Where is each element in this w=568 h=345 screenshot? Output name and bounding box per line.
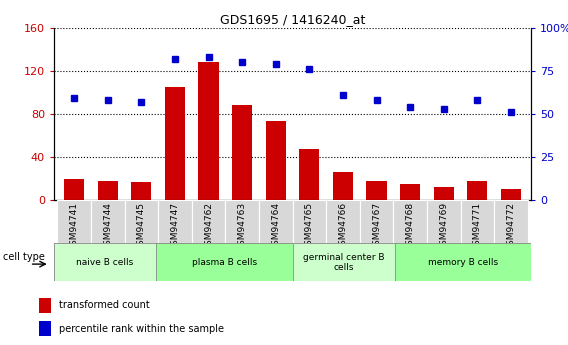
Text: transformed count: transformed count — [59, 300, 150, 310]
Text: GSM94763: GSM94763 — [237, 202, 247, 252]
Bar — [461, 200, 494, 243]
Bar — [299, 149, 319, 200]
Text: GSM94764: GSM94764 — [272, 202, 280, 251]
Bar — [293, 243, 395, 281]
Bar — [433, 187, 454, 200]
Bar — [232, 105, 252, 200]
Text: GSM94762: GSM94762 — [204, 202, 213, 251]
Bar — [366, 181, 387, 200]
Text: GSM94745: GSM94745 — [137, 202, 146, 251]
Bar — [360, 200, 393, 243]
Bar — [39, 297, 52, 313]
Bar — [467, 181, 487, 200]
Bar — [57, 200, 91, 243]
Text: GSM94747: GSM94747 — [170, 202, 179, 251]
Bar — [225, 200, 259, 243]
Bar — [259, 200, 293, 243]
Bar — [91, 200, 124, 243]
Bar — [293, 200, 326, 243]
Text: germinal center B
cells: germinal center B cells — [303, 253, 385, 272]
Bar — [266, 121, 286, 200]
Bar — [501, 189, 521, 200]
Bar — [427, 200, 461, 243]
Text: GSM94744: GSM94744 — [103, 202, 112, 251]
Text: percentile rank within the sample: percentile rank within the sample — [59, 324, 224, 334]
Bar — [165, 87, 185, 200]
Bar — [192, 200, 225, 243]
Bar — [333, 172, 353, 200]
Bar — [326, 200, 360, 243]
Bar — [158, 200, 192, 243]
Bar — [124, 200, 158, 243]
Text: GSM94768: GSM94768 — [406, 202, 415, 252]
Text: GSM94741: GSM94741 — [70, 202, 78, 251]
Bar — [39, 321, 52, 336]
Text: naive B cells: naive B cells — [77, 258, 133, 267]
Text: GSM94767: GSM94767 — [372, 202, 381, 252]
Bar — [198, 62, 219, 200]
Bar — [64, 179, 84, 200]
Text: cell type: cell type — [3, 252, 44, 262]
Bar — [494, 200, 528, 243]
Text: GSM94766: GSM94766 — [339, 202, 348, 252]
Bar — [131, 182, 152, 200]
Text: GSM94769: GSM94769 — [439, 202, 448, 252]
Text: GSM94771: GSM94771 — [473, 202, 482, 252]
Text: plasma B cells: plasma B cells — [192, 258, 257, 267]
Bar — [98, 181, 118, 200]
Bar — [395, 243, 531, 281]
Bar — [156, 243, 293, 281]
Text: GSM94765: GSM94765 — [305, 202, 314, 252]
Bar — [400, 184, 420, 200]
Text: memory B cells: memory B cells — [428, 258, 498, 267]
Bar — [393, 200, 427, 243]
Title: GDS1695 / 1416240_at: GDS1695 / 1416240_at — [220, 13, 365, 27]
Text: GSM94772: GSM94772 — [507, 202, 515, 251]
Bar — [54, 243, 156, 281]
